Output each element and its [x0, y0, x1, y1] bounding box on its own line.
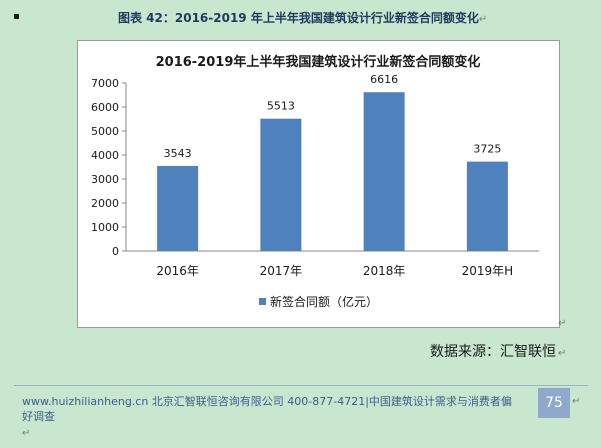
footer-divider: [14, 385, 588, 386]
chart-title: 2016-2019年上半年我国建筑设计行业新签合同额变化: [156, 54, 481, 70]
paragraph-mark: ↵: [558, 348, 567, 359]
x-tick-label: 2019年H: [462, 264, 514, 278]
paragraph-mark: ↵: [558, 318, 567, 329]
bar: [260, 118, 302, 251]
data-label: 3725: [473, 143, 501, 156]
bar-chart: 2016-2019年上半年我国建筑设计行业新签合同额变化 0 1000 2000 300…: [91, 54, 539, 309]
page-number: 75: [538, 388, 570, 418]
paragraph-mark: ↵: [22, 428, 31, 439]
figure-caption-text: 图表 42：2016-2019 年上半年我国建筑设计行业新签合同额变化: [118, 11, 479, 25]
footer-text: www.huizhilianheng.cn 北京汇智联恒咨询有限公司 400-8…: [22, 395, 512, 423]
legend-swatch: [259, 298, 266, 305]
data-label: 5513: [267, 100, 295, 113]
y-tick-label: 2000: [91, 197, 119, 210]
figure-caption: 图表 42：2016-2019 年上半年我国建筑设计行业新签合同额变化↵: [118, 9, 487, 26]
data-label: 6616: [370, 73, 398, 86]
x-tick-label: 2017年: [260, 264, 303, 278]
x-tick-label: 2018年: [363, 264, 406, 278]
bar: [157, 165, 199, 251]
y-tick-label: 0: [112, 245, 119, 258]
y-tick-label: 5000: [91, 125, 119, 138]
y-tick-label: 3000: [91, 173, 119, 186]
data-source-text: 数据来源：汇智联恒: [430, 344, 556, 360]
y-tick-label: 6000: [91, 101, 119, 114]
list-bullet: [14, 14, 19, 19]
bar: [363, 92, 405, 251]
paragraph-mark: ↵: [572, 396, 581, 407]
bar: [466, 161, 508, 251]
x-tick-label: 2016年: [156, 264, 199, 278]
y-tick-label: 7000: [91, 77, 119, 90]
y-tick-label: 4000: [91, 149, 119, 162]
paragraph-mark: ↵: [478, 14, 488, 25]
data-label: 3543: [164, 147, 192, 160]
y-tick-label: 1000: [91, 221, 119, 234]
chart-area: 2016-2019年上半年我国建筑设计行业新签合同额变化 0 1000 2000 300…: [77, 40, 560, 328]
data-source: 数据来源：汇智联恒 ↵: [430, 341, 566, 361]
legend-label: 新签合同额（亿元）: [270, 294, 378, 309]
